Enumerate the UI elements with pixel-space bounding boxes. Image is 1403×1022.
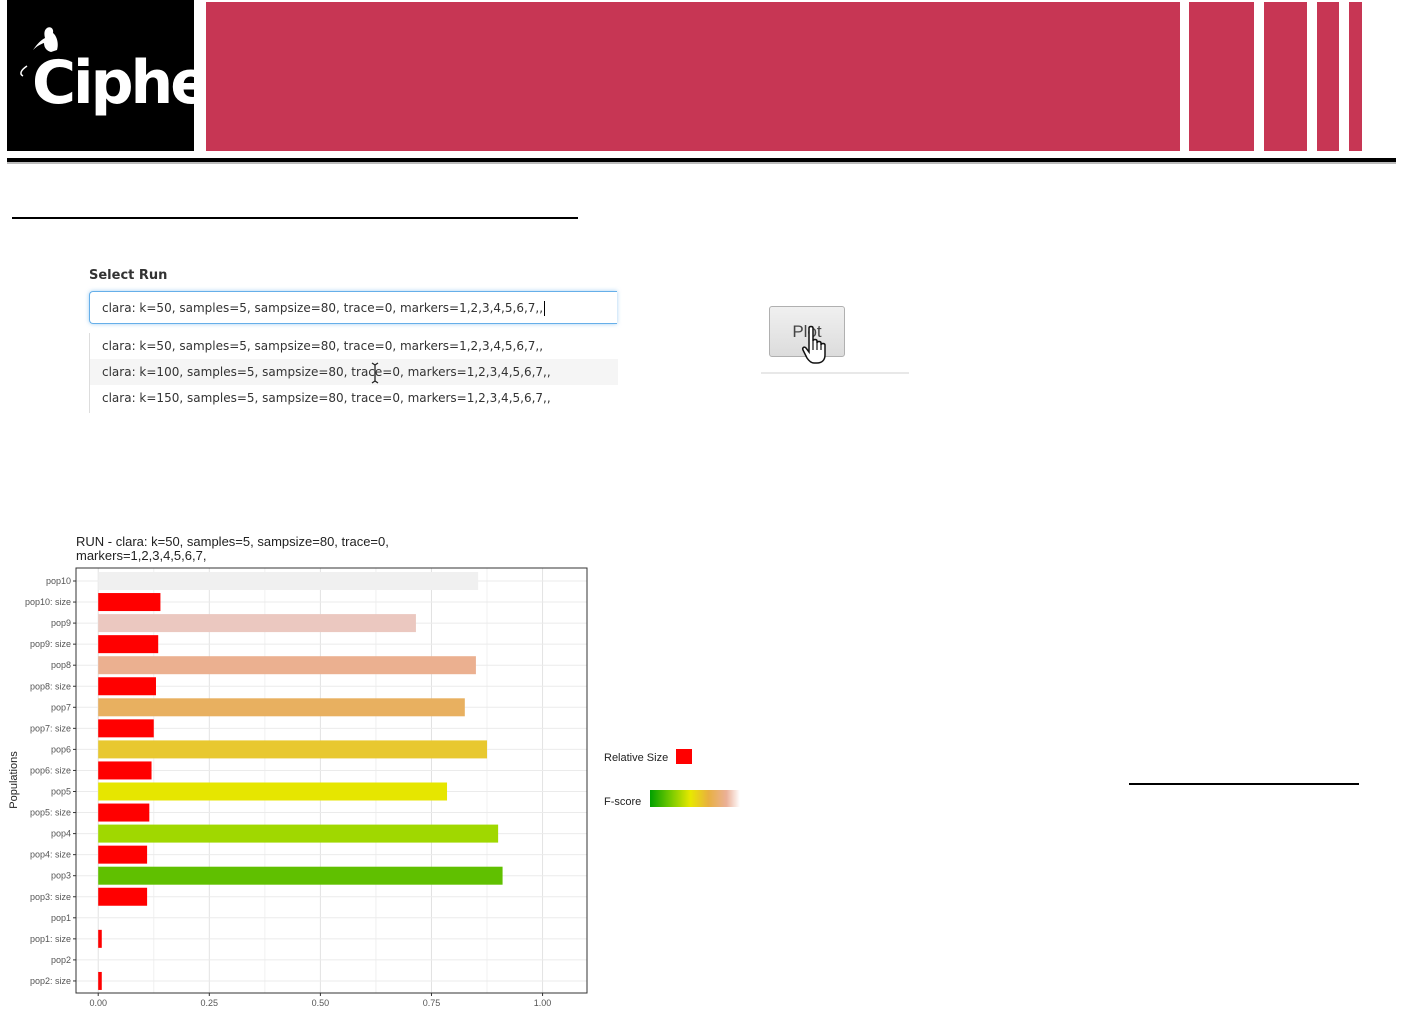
x-tick-label: 1.00 <box>534 998 552 1008</box>
mouse-logo-icon <box>20 27 58 77</box>
category-label: pop9 <box>51 618 71 628</box>
x-tick-label: 0.50 <box>312 998 330 1008</box>
bar-pop8-size <box>98 677 156 696</box>
category-label: pop1: size <box>30 934 71 944</box>
y-axis-title: Populations <box>8 751 20 809</box>
x-tick-label: 0.75 <box>423 998 441 1008</box>
logo-text: Ciphe <box>32 48 211 118</box>
text-cursor-icon <box>371 362 379 384</box>
category-label: pop2 <box>51 955 71 965</box>
category-label: pop10 <box>46 576 71 586</box>
header-divider-shadow <box>7 162 1396 164</box>
bar-pop6 <box>98 740 488 759</box>
bar-pop10-size <box>98 593 161 612</box>
chart-category-labels: pop10 pop10: size pop9 pop9: size pop8 pop8: … <box>25 576 76 986</box>
header-banner-block <box>1189 2 1254 151</box>
bar-pop10 <box>98 572 479 590</box>
legend-relative-size-label: Relative Size <box>604 752 669 764</box>
category-label: pop7 <box>51 702 71 712</box>
bar-pop4-size <box>98 845 148 864</box>
category-label: pop3 <box>51 871 71 881</box>
header-banner-block <box>1349 2 1362 151</box>
category-label: pop4 <box>51 829 71 839</box>
bar-pop9-size <box>98 635 159 654</box>
section-underline <box>12 217 578 219</box>
select-run-input[interactable]: clara: k=50, samples=5, sampsize=80, tra… <box>89 291 617 324</box>
bar-pop8 <box>98 656 476 675</box>
category-label: pop10: size <box>25 597 71 607</box>
chart-title-line2: markers=1,2,3,4,5,6,7, <box>76 548 206 563</box>
dropdown-option[interactable]: clara: k=50, samples=5, sampsize=80, tra… <box>102 339 544 353</box>
chart-bars <box>98 572 503 990</box>
bar-pop3-size <box>98 887 148 906</box>
text-caret <box>544 301 546 316</box>
bar-pop7-size <box>98 719 154 738</box>
header-divider <box>7 158 1396 162</box>
hand-pointer-icon <box>802 325 826 364</box>
category-label: pop7: size <box>30 723 71 733</box>
x-tick-label: 0.25 <box>201 998 219 1008</box>
category-label: pop5 <box>51 787 71 797</box>
run-fscore-chart: RUN - clara: k=50, samples=5, sampsize=8… <box>8 534 588 1008</box>
legend-relative-size-swatch <box>676 749 692 764</box>
bar-pop9 <box>98 614 416 633</box>
legend-fscore-label: F-score <box>604 796 642 808</box>
dropdown-option[interactable]: clara: k=150, samples=5, sampsize=80, tr… <box>102 391 551 405</box>
header-banner <box>206 2 1180 151</box>
bar-pop3 <box>98 866 503 885</box>
chart-x-ticks: 0.00 0.25 0.50 0.75 1.00 <box>89 993 551 1008</box>
category-label: pop8: size <box>30 681 71 691</box>
category-label: pop1 <box>51 913 71 923</box>
section-underline <box>1129 783 1359 785</box>
dropdown-option[interactable]: clara: k=100, samples=5, sampsize=80, tr… <box>90 359 618 385</box>
category-label: pop6: size <box>30 765 71 775</box>
chart-title-line1: RUN - clara: k=50, samples=5, sampsize=8… <box>76 534 389 549</box>
category-label: pop2: size <box>30 976 71 986</box>
category-label: pop3: size <box>30 892 71 902</box>
bar-pop4 <box>98 824 499 843</box>
bar-pop5-size <box>98 803 150 822</box>
select-run-label: Select Run <box>89 268 168 283</box>
legend-fscore-gradient <box>650 790 740 807</box>
ciphe-logo: Ciphe <box>7 0 211 151</box>
select-run-value: clara: k=50, samples=5, sampsize=80, tra… <box>102 301 544 315</box>
category-label: pop9: size <box>30 639 71 649</box>
plot-panel-border <box>75 567 588 994</box>
x-tick-label: 0.00 <box>89 998 107 1008</box>
category-label: pop8 <box>51 660 71 670</box>
select-run-dropdown[interactable]: clara: k=50, samples=5, sampsize=80, tra… <box>89 333 618 413</box>
category-label: pop6 <box>51 744 71 754</box>
category-label: pop4: size <box>30 850 71 860</box>
sidebar-separator <box>761 372 909 374</box>
bar-pop6-size <box>98 761 152 780</box>
bar-pop7 <box>98 698 465 717</box>
header-banner-block <box>1317 2 1339 151</box>
category-label: pop5: size <box>30 808 71 818</box>
header-banner-block <box>1264 2 1307 151</box>
bar-pop1-size <box>98 929 102 948</box>
bar-pop2-size <box>98 971 102 990</box>
bar-pop5 <box>98 782 448 801</box>
